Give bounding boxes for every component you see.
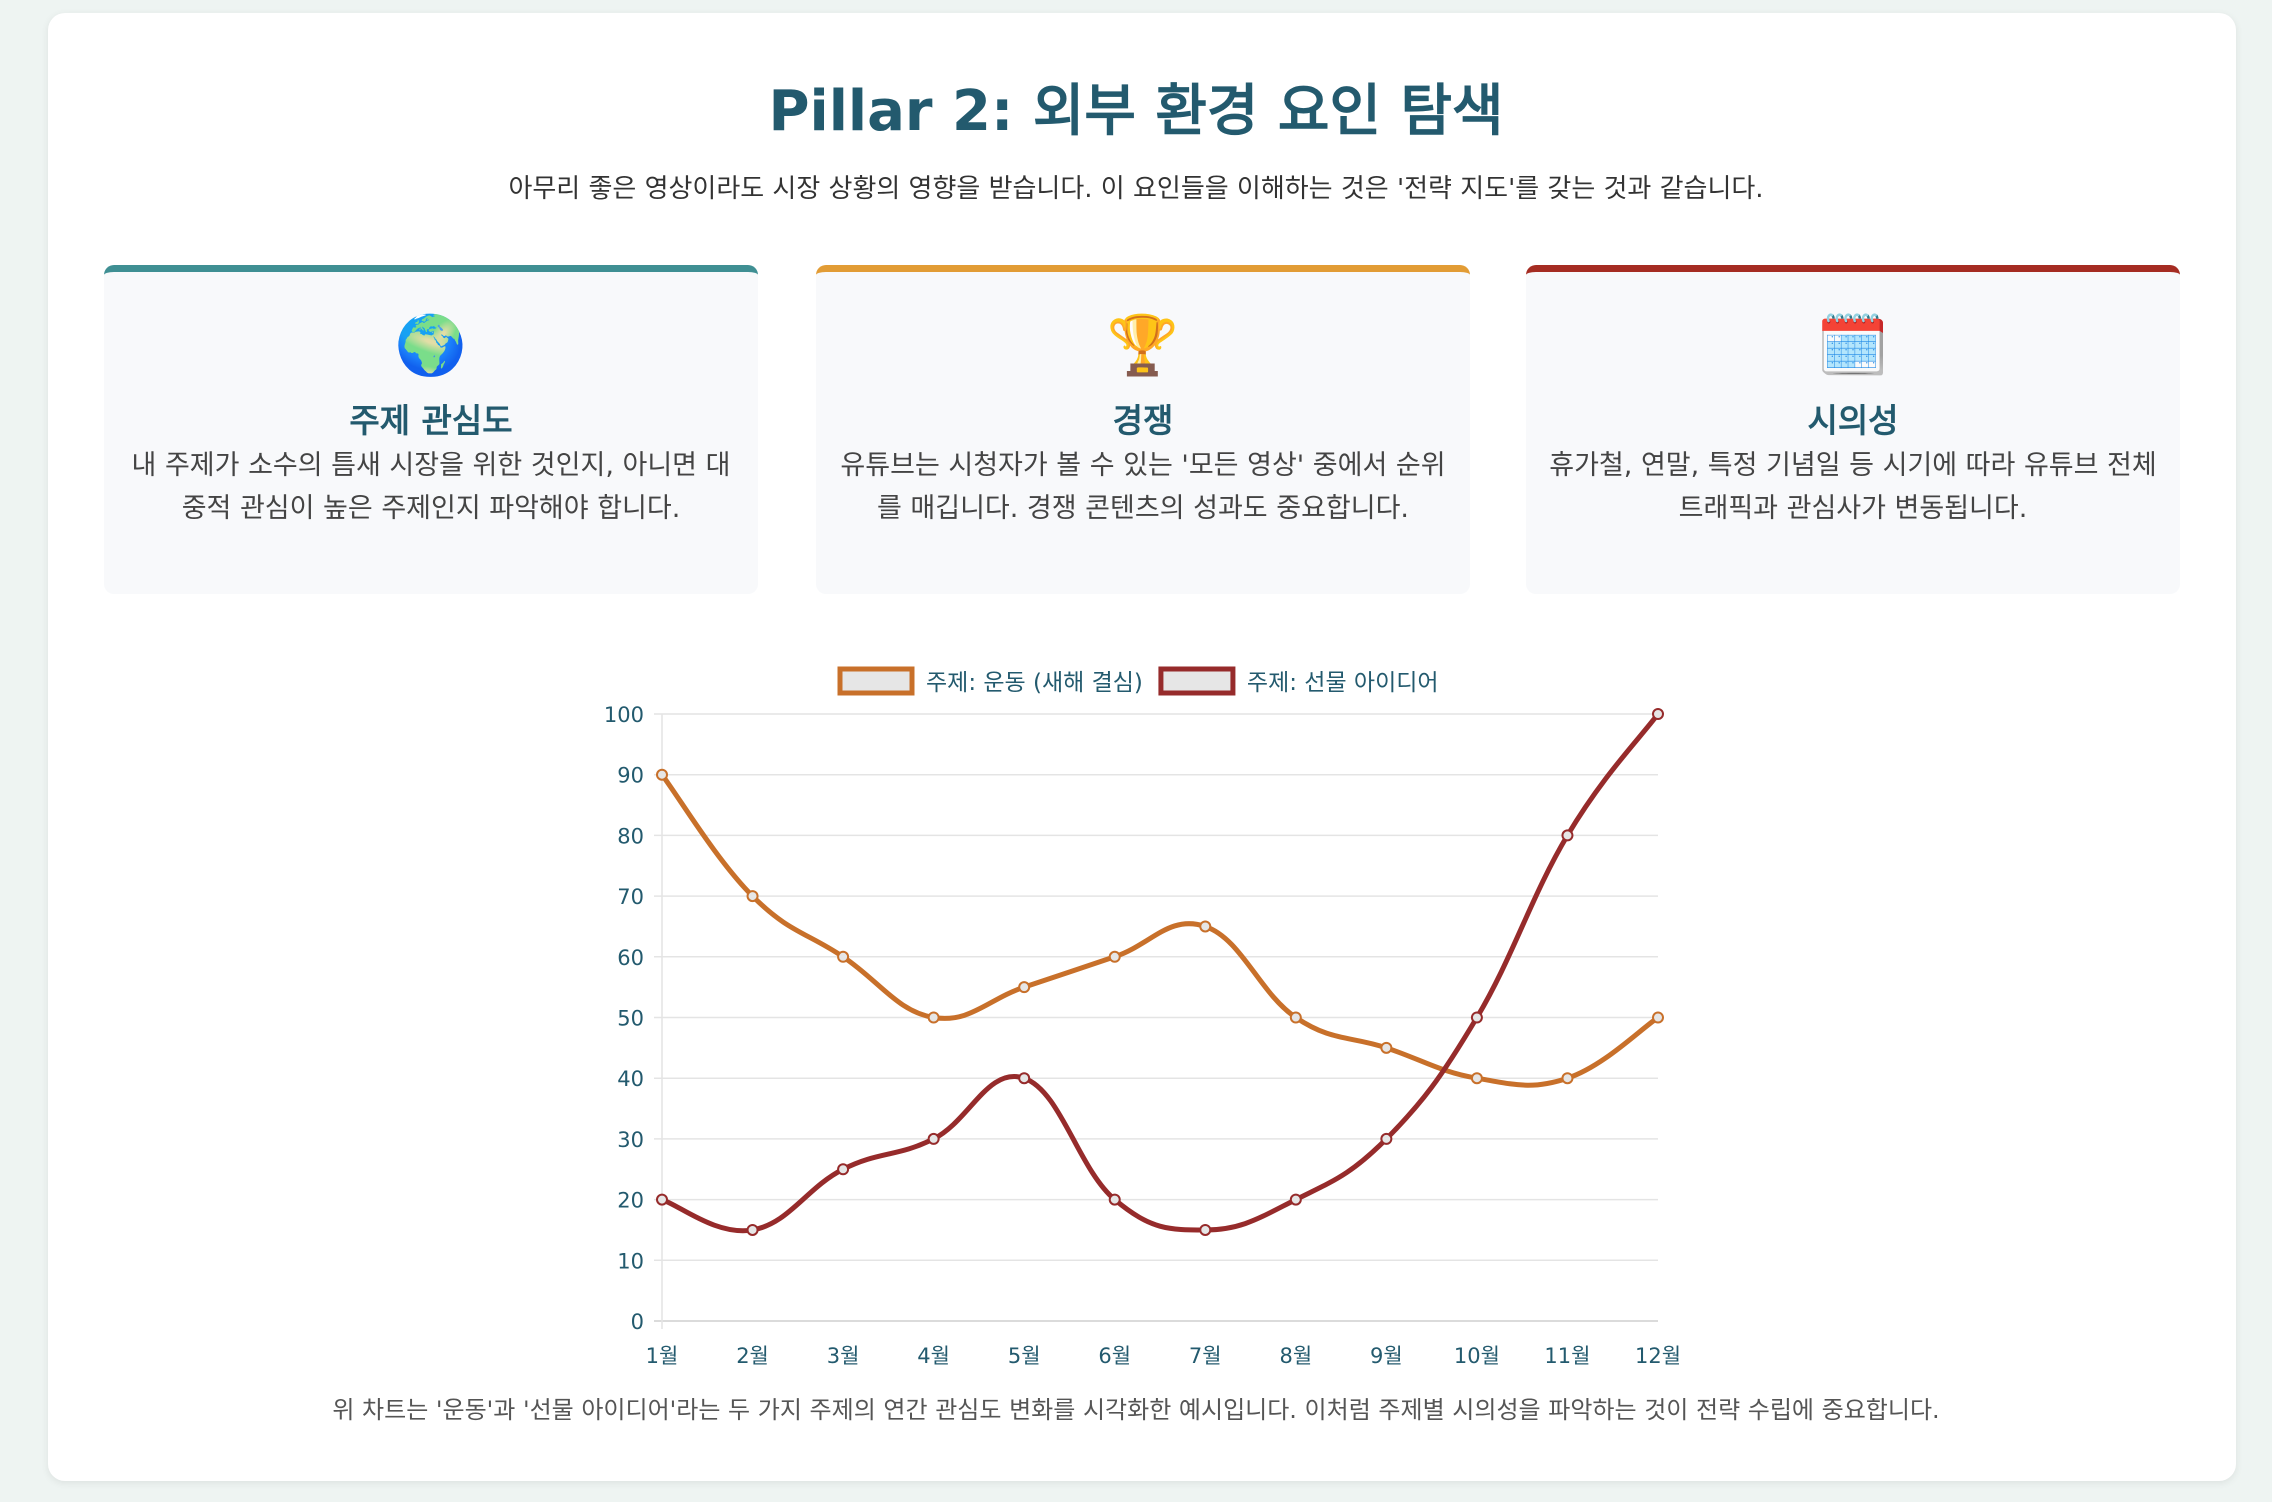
y-tick-label: 80 bbox=[617, 824, 644, 848]
data-point bbox=[656, 768, 668, 781]
x-tick-label: 9월 bbox=[1370, 1344, 1403, 1368]
x-tick-label: 6월 bbox=[1098, 1344, 1131, 1368]
content-panel bbox=[48, 13, 2236, 1481]
data-point bbox=[1018, 1072, 1031, 1085]
data-point bbox=[1199, 920, 1212, 933]
y-tick-label: 90 bbox=[617, 764, 644, 788]
y-tick-label: 40 bbox=[617, 1067, 644, 1091]
y-tick-label: 20 bbox=[617, 1189, 644, 1213]
data-point bbox=[1108, 950, 1121, 963]
x-tick-label: 3월 bbox=[827, 1344, 860, 1368]
series-line bbox=[659, 773, 1660, 1088]
card-topic-interest: 🌍 주제 관심도 내 주제가 소수의 틈새 시장을 위한 것인지, 아니면 대중… bbox=[104, 265, 758, 594]
data-point bbox=[1380, 1132, 1393, 1145]
legend-label: 주제: 운동 (새해 결심) bbox=[926, 670, 1143, 696]
calendar-icon: 🗓️ bbox=[1816, 311, 1890, 379]
card-text: 유튜브는 시청자가 볼 수 있는 '모든 영상' 중에서 순위를 매깁니다. 경… bbox=[840, 450, 1446, 524]
data-point bbox=[1470, 1072, 1483, 1085]
data-point bbox=[1289, 1011, 1302, 1024]
trophy-icon: 🏆 bbox=[1106, 311, 1180, 379]
data-point bbox=[746, 1223, 759, 1236]
data-point bbox=[1380, 1041, 1393, 1054]
page-subtitle: 아무리 좋은 영상이라도 시장 상황의 영향을 받습니다. 이 요인들을 이해하… bbox=[508, 174, 1764, 204]
card-competition: 🏆 경쟁 유튜브는 시청자가 볼 수 있는 '모든 영상' 중에서 순위를 매깁… bbox=[816, 265, 1470, 594]
data-point bbox=[927, 1132, 940, 1145]
data-point bbox=[1561, 829, 1574, 842]
legend-label: 주제: 선물 아이디어 bbox=[1247, 670, 1439, 696]
legend-swatch bbox=[837, 666, 915, 696]
x-tick-label: 10월 bbox=[1454, 1344, 1500, 1368]
data-point bbox=[1652, 1011, 1664, 1024]
data-point bbox=[1561, 1072, 1574, 1085]
y-tick-label: 0 bbox=[631, 1310, 644, 1334]
series-line bbox=[661, 712, 1661, 1234]
card-text: 내 주제가 소수의 틈새 시장을 위한 것인지, 아니면 대중적 관심이 높은 … bbox=[131, 450, 731, 524]
y-tick-label: 60 bbox=[617, 946, 644, 970]
x-tick-label: 12월 bbox=[1635, 1344, 1681, 1368]
line-chart: 0 10 20 30 40 50 60 70 80 90 100 1월 2월 3월 4월 5월 6월 7월 8월 9월… bbox=[604, 666, 1681, 1368]
globe-icon: 🌍 bbox=[394, 311, 468, 379]
x-tick-label: 8월 bbox=[1279, 1344, 1312, 1368]
card-timeliness: 🗓️ 시의성 휴가철, 연말, 특정 기념일 등 시기에 따라 유튜브 전체 트… bbox=[1526, 265, 2180, 594]
data-point bbox=[927, 1011, 940, 1024]
x-tick-label: 1월 bbox=[646, 1344, 679, 1368]
y-tick-label: 10 bbox=[617, 1249, 644, 1273]
data-point bbox=[656, 1193, 668, 1206]
legend-swatch bbox=[1158, 666, 1236, 696]
page-title: Pillar 2: 외부 환경 요인 탐색 bbox=[768, 79, 1504, 144]
y-tick-label: 30 bbox=[617, 1128, 644, 1152]
data-point bbox=[1108, 1193, 1121, 1206]
y-tick-label: 50 bbox=[617, 1007, 644, 1031]
y-tick-label: 70 bbox=[617, 885, 644, 909]
x-tick-label: 7월 bbox=[1189, 1344, 1222, 1368]
data-point bbox=[1652, 708, 1664, 720]
data-point bbox=[1289, 1193, 1302, 1206]
data-point bbox=[837, 950, 850, 963]
card-title: 주제 관심도 bbox=[349, 401, 513, 440]
card-title: 시의성 bbox=[1807, 401, 1899, 440]
data-point bbox=[1470, 1011, 1483, 1024]
x-tick-label: 2월 bbox=[736, 1344, 769, 1368]
y-tick-label: 100 bbox=[604, 703, 644, 727]
chart-caption: 위 차트는 '운동'과 '선물 아이디어'라는 두 가지 주제의 연간 관심도 … bbox=[332, 1396, 1940, 1424]
x-tick-label: 11월 bbox=[1544, 1344, 1590, 1368]
x-tick-label: 4월 bbox=[917, 1344, 950, 1368]
data-point bbox=[1018, 981, 1031, 994]
card-text: 휴가철, 연말, 특정 기념일 등 시기에 따라 유튜브 전체 트래픽과 관심사… bbox=[1549, 450, 2157, 524]
data-point bbox=[837, 1163, 850, 1176]
data-point bbox=[746, 890, 759, 903]
x-tick-label: 5월 bbox=[1008, 1344, 1041, 1368]
card-title: 경쟁 bbox=[1112, 401, 1174, 440]
data-point bbox=[1199, 1223, 1212, 1236]
